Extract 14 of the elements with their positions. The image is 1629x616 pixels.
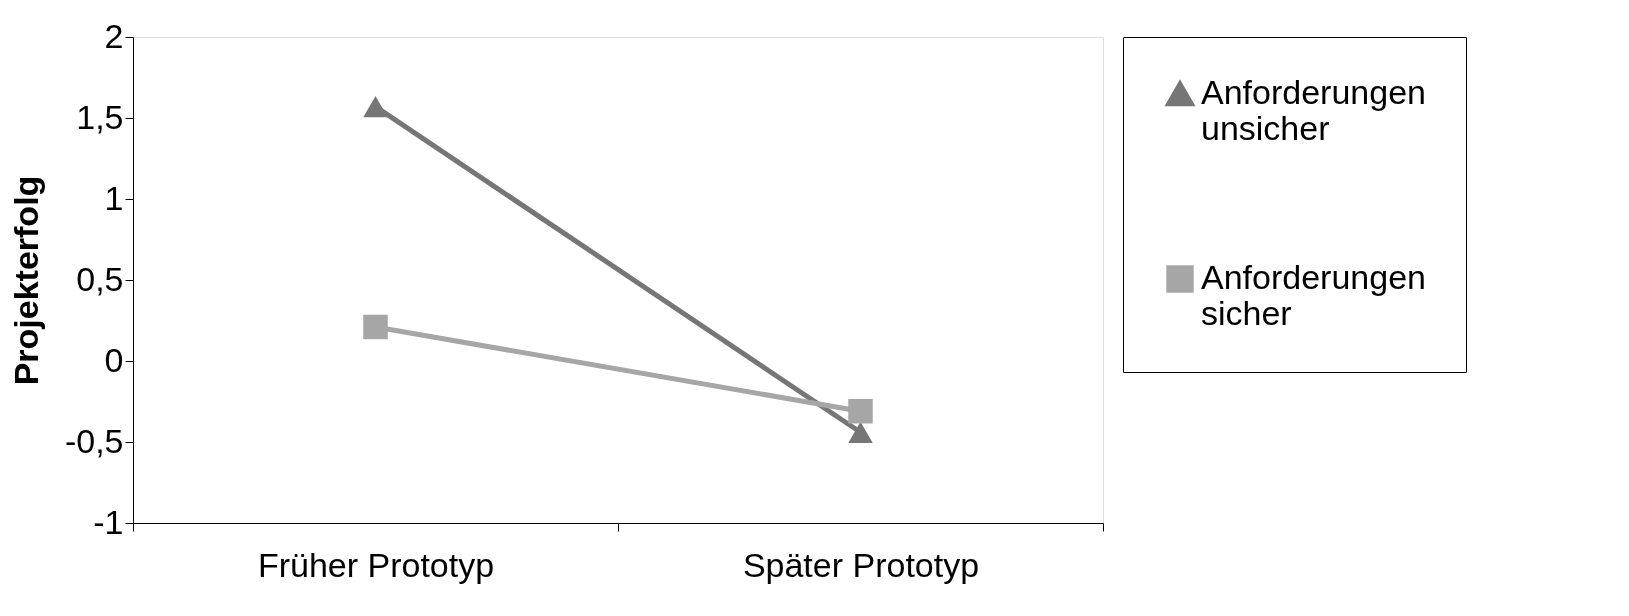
x-tick-label: Später Prototyp: [742, 545, 980, 584]
y-tick-label: -0,5: [64, 421, 124, 460]
point: [848, 398, 873, 424]
y-tick-label: 1: [104, 178, 124, 217]
y-tick-label: -1: [93, 502, 124, 541]
y-tick-label: 0: [104, 340, 124, 379]
y-tick-label: 2: [104, 16, 124, 55]
point: [363, 314, 388, 340]
legend-label: Anforderungen unsicher: [1201, 73, 1426, 147]
x-tick-label: Früher Prototyp: [257, 545, 495, 584]
y-axis-title: Projekterfolg: [6, 175, 45, 386]
legend-label: Anforderungen sicher: [1201, 258, 1426, 332]
y-tick-label: 1,5: [76, 97, 124, 136]
y-tick-label: 0,5: [76, 259, 124, 298]
